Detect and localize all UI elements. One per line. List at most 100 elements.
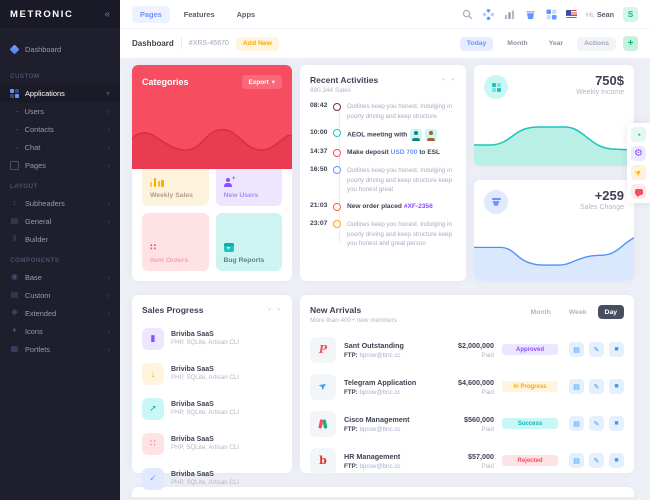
sidebar-item-builder[interactable]: ‖ Builder (0, 230, 120, 248)
deposit-link[interactable]: USD 700 (390, 149, 418, 157)
activity-text: Make deposit USD 700 to ESL (347, 149, 441, 157)
search-icon[interactable] (461, 8, 473, 20)
cart-icon[interactable] (524, 8, 536, 20)
chevron-down-icon: ▾ (105, 88, 110, 98)
grid-panel-icon[interactable] (545, 8, 557, 20)
sidebar-item-general[interactable]: ▤ General › (10, 216, 110, 226)
export-button[interactable]: Export ▾ (241, 75, 282, 89)
meeting-avatars (410, 128, 438, 141)
user-greeting: Hi, Sean (586, 10, 614, 19)
sidebar-collapse-icon[interactable]: « (104, 8, 110, 20)
delete-button[interactable]: ■ (609, 342, 624, 357)
company-name[interactable]: Sant Outstanding (344, 340, 404, 350)
stats-column: 750$ Weekly Income +259 Sales Change (474, 65, 634, 281)
range-year-button[interactable]: Year (548, 40, 564, 47)
view-button[interactable]: ▤ (569, 342, 584, 357)
list-item[interactable]: ↓ Briviba SaaS PHP, SQLite, Artisan CLI (142, 356, 282, 391)
sales-change-value: +259 (594, 188, 624, 203)
tile-bug-reports[interactable]: Bug Reports (215, 212, 282, 271)
sidebar-item-contacts[interactable]: - Contacts › (16, 124, 110, 134)
weekly-income-label: Weekly Income (576, 89, 624, 96)
trend-icon: ➚ (142, 397, 164, 420)
list-item[interactable]: ✓ Briviba SaaS PHP, SQLite, Artisan CLI (142, 461, 282, 496)
icons-icon: ✦ (11, 326, 18, 335)
tab-pages[interactable]: Pages (132, 5, 170, 23)
chevron-right-icon: › (107, 216, 110, 226)
tab-apps[interactable]: Apps (236, 9, 256, 19)
activity-item: 16:50 Outlines keep you honest. Indulgin… (310, 166, 456, 195)
statistics-icon[interactable] (503, 8, 515, 20)
avatar[interactable]: S (623, 6, 638, 22)
amount: $57,000 (468, 451, 494, 461)
hr-logo-icon[interactable]: b (310, 447, 336, 474)
range-today-button[interactable]: Today (459, 36, 494, 51)
gear-icon[interactable]: ⚙ (631, 146, 646, 161)
sidebar-item-pages[interactable]: Pages › (0, 156, 120, 174)
list-item[interactable]: ➚ Briviba SaaS PHP, SQLite, Artisan CLI (142, 391, 282, 426)
ftp-email: bprow@bnc.cc (359, 351, 401, 359)
sidebar-item-icons[interactable]: ✦ Icons › (11, 326, 110, 336)
tile-label: Weekly Sales (150, 191, 193, 199)
view-button[interactable]: ▤ (569, 416, 584, 431)
send-icon[interactable]: ➤ (631, 165, 646, 180)
list-item[interactable]: ∷ Briviba SaaS PHP, SQLite, Artisan CLI (142, 426, 282, 461)
more-options-icon[interactable]: • • (268, 305, 282, 314)
delete-button[interactable]: ■ (609, 453, 624, 468)
quick-actions-icon[interactable] (482, 8, 494, 20)
delete-button[interactable]: ■ (609, 379, 624, 394)
sant-logo-icon[interactable]: P (310, 336, 336, 363)
view-button[interactable]: ▤ (569, 379, 584, 394)
check-icon: ✓ (142, 467, 164, 490)
brand-logo: METRONIC (10, 8, 74, 20)
actions-button[interactable]: Actions (577, 36, 616, 51)
scatter-icon: ∷ (142, 432, 164, 455)
item-desc: PHP, SQLite, Artisan CLI (171, 444, 239, 452)
edit-button[interactable]: ✎ (589, 379, 604, 394)
tab-month[interactable]: Month (530, 308, 551, 316)
sidebar-item-custom[interactable]: ▤ Custom › (10, 290, 110, 300)
dashboard-icon (9, 44, 20, 54)
table-row: P Sant Outstanding FTP: bprow@bnc.cc $2,… (310, 331, 624, 368)
sidebar-item-subheaders[interactable]: ↕ Subheaders › (0, 194, 120, 212)
pie-chart-icon[interactable]: ◔ (631, 127, 646, 142)
view-button[interactable]: ▤ (569, 453, 584, 468)
weekly-sales-bars-icon (150, 177, 201, 187)
range-month-button[interactable]: Month (507, 40, 528, 47)
weekly-income-value: 750$ (595, 73, 624, 88)
edit-button[interactable]: ✎ (589, 416, 604, 431)
sidebar-item-extended[interactable]: ❖ Extended › (10, 308, 110, 318)
floating-toolbar: ◔ ⚙ ➤ (627, 123, 650, 203)
delete-button[interactable]: ■ (609, 416, 624, 431)
telegram-logo-icon[interactable]: ➤ (310, 373, 336, 400)
sidebar-item-applications[interactable]: Applications ▾ (0, 84, 120, 102)
list-item[interactable]: ▮ Briviba SaaS PHP, SQLite, Artisan CLI (142, 321, 282, 356)
tab-features[interactable]: Features (183, 9, 215, 19)
more-options-icon[interactable]: • • (442, 75, 456, 84)
sidebar-item-users[interactable]: - Users › (16, 106, 110, 116)
activity-text: AEOL meeting with (347, 128, 456, 141)
item-desc: PHP, SQLite, Artisan CLI (171, 374, 239, 382)
add-new-button[interactable]: Add New (235, 36, 279, 51)
avatar[interactable] (410, 128, 423, 141)
sidebar-item-portlets[interactable]: ▦ Portlets › (10, 344, 110, 354)
recent-activities-subtitle: 890,344 Sales (310, 87, 351, 94)
tab-week[interactable]: Week (568, 308, 587, 316)
language-flag-icon[interactable] (566, 10, 578, 18)
cisco-logo-icon[interactable] (310, 410, 336, 437)
sidebar-item-base[interactable]: ◉ Base › (11, 272, 110, 282)
company-ftp: FTP: bprow@bnc.cc (344, 462, 401, 470)
tile-item-orders[interactable]: ∷ Item Orders (142, 212, 209, 271)
company-name[interactable]: Cisco Management (344, 414, 410, 424)
order-link[interactable]: #XF-2356 (403, 203, 433, 211)
ftp-email: bprow@bnc.cc (359, 388, 401, 396)
sidebar-item-chat[interactable]: - Chat › (16, 142, 110, 152)
tab-day[interactable]: Day (597, 305, 624, 319)
edit-button[interactable]: ✎ (589, 453, 604, 468)
add-button[interactable]: + (623, 36, 638, 51)
avatar[interactable] (425, 128, 438, 141)
edit-button[interactable]: ✎ (589, 342, 604, 357)
sidebar-item-dashboard[interactable]: Dashboard (0, 38, 120, 60)
company-name[interactable]: Telegram Application (344, 377, 417, 387)
chat-icon[interactable] (631, 184, 646, 199)
company-name[interactable]: HR Management (344, 451, 401, 461)
